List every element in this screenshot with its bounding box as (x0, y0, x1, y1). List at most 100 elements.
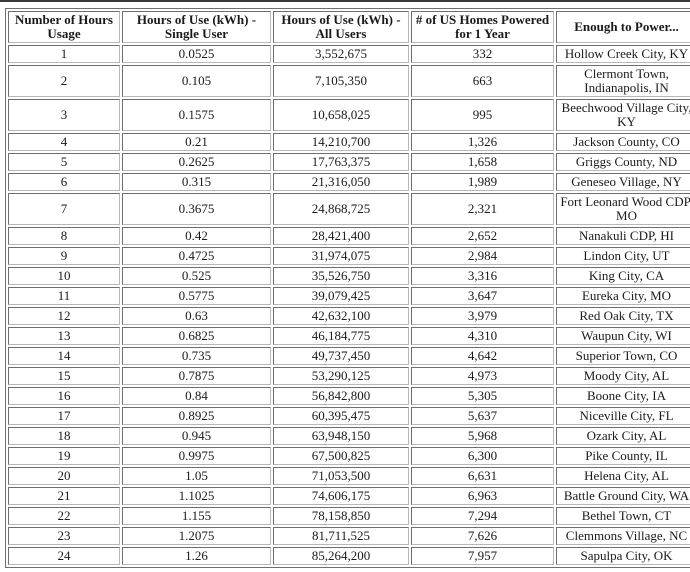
table-cell: Ozark City, AL (556, 427, 690, 445)
table-cell: 56,842,800 (273, 387, 409, 405)
table-cell: 0.735 (122, 347, 271, 365)
table-cell: 4,310 (411, 327, 554, 345)
table-row: 1 0.0525 3,552,675 332 Hollow Creek City, KY (8, 45, 690, 63)
table-cell: 1.26 (122, 547, 271, 565)
table-cell: Nanakuli CDP, HI (556, 227, 690, 245)
table-cell: 0.3675 (122, 193, 271, 225)
table-cell: Red Oak City, TX (556, 307, 690, 325)
table-cell: 18 (8, 427, 120, 445)
table-cell: 995 (411, 99, 554, 131)
table-row: 24 1.26 85,264,200 7,957 Sapulpa City, OK (8, 547, 690, 565)
table-cell: 24,868,725 (273, 193, 409, 225)
table-cell: 63,948,150 (273, 427, 409, 445)
table-cell: 35,526,750 (273, 267, 409, 285)
table-row: 11 0.5775 39,079,425 3,647 Eureka City, MO (8, 287, 690, 305)
table-cell: 19 (8, 447, 120, 465)
hours-of-use-table: Number of Hours Usage Hours of Use (kWh) … (5, 8, 690, 568)
table-cell: 15 (8, 367, 120, 385)
table-cell: 21,316,050 (273, 173, 409, 191)
table-cell: 4,642 (411, 347, 554, 365)
table-row: 8 0.42 28,421,400 2,652 Nanakuli CDP, HI (8, 227, 690, 245)
table-cell: 0.0525 (122, 45, 271, 63)
table-cell: Waupun City, WI (556, 327, 690, 345)
table-cell: 663 (411, 65, 554, 97)
table-cell: Lindon City, UT (556, 247, 690, 265)
table-row: 16 0.84 56,842,800 5,305 Boone City, IA (8, 387, 690, 405)
table-cell: 0.8925 (122, 407, 271, 425)
table-cell: 1 (8, 45, 120, 63)
table-row: 17 0.8925 60,395,475 5,637 Niceville City, F… (8, 407, 690, 425)
table-cell: 1.155 (122, 507, 271, 525)
table-cell: Sapulpa City, OK (556, 547, 690, 565)
table-cell: 0.63 (122, 307, 271, 325)
table-cell: 6 (8, 173, 120, 191)
table-cell: 5,637 (411, 407, 554, 425)
table-row: 19 0.9975 67,500,825 6,300 Pike County, IL (8, 447, 690, 465)
table-row: 10 0.525 35,526,750 3,316 King City, CA (8, 267, 690, 285)
table-row: 5 0.2625 17,763,375 1,658 Griggs County, ND (8, 153, 690, 171)
column-header: Hours of Use (kWh) - Single User (122, 11, 271, 43)
table-cell: 74,606,175 (273, 487, 409, 505)
table-cell: 1.1025 (122, 487, 271, 505)
table-cell: Superior Town, CO (556, 347, 690, 365)
table-cell: 42,632,100 (273, 307, 409, 325)
table-cell: 7,626 (411, 527, 554, 545)
table-header-row: Number of Hours Usage Hours of Use (kWh) … (8, 11, 690, 43)
table-cell: 2,984 (411, 247, 554, 265)
table-cell: 13 (8, 327, 120, 345)
table-cell: 0.6825 (122, 327, 271, 345)
table-cell: Griggs County, ND (556, 153, 690, 171)
table-cell: 17 (8, 407, 120, 425)
table-row: 4 0.21 14,210,700 1,326 Jackson County, CO (8, 133, 690, 151)
table-cell: Geneseo Village, NY (556, 173, 690, 191)
table-cell: 39,079,425 (273, 287, 409, 305)
table-cell: 0.7875 (122, 367, 271, 385)
table-cell: 5 (8, 153, 120, 171)
table-row: 13 0.6825 46,184,775 4,310 Waupun City, WI (8, 327, 690, 345)
table-row: 7 0.3675 24,868,725 2,321 Fort Leonard Wood … (8, 193, 690, 225)
table-cell: 3,552,675 (273, 45, 409, 63)
table-cell: 3,647 (411, 287, 554, 305)
column-header: Enough to Power... (556, 11, 690, 43)
table-cell: 20 (8, 467, 120, 485)
table-row: 20 1.05 71,053,500 6,631 Helena City, AL (8, 467, 690, 485)
table-cell: King City, CA (556, 267, 690, 285)
table-cell: Pike County, IL (556, 447, 690, 465)
table-row: 2 0.105 7,105,350 663 Clermont Town, Indiana… (8, 65, 690, 97)
table-cell: 0.9975 (122, 447, 271, 465)
table-cell: 67,500,825 (273, 447, 409, 465)
table-cell: 7,105,350 (273, 65, 409, 97)
table-cell: Boone City, IA (556, 387, 690, 405)
table-cell: 81,711,525 (273, 527, 409, 545)
table-cell: 8 (8, 227, 120, 245)
table-cell: Fort Leonard Wood CDP, MO (556, 193, 690, 225)
table-cell: 5,968 (411, 427, 554, 445)
table-cell: 6,963 (411, 487, 554, 505)
table-cell: Helena City, AL (556, 467, 690, 485)
table-cell: Niceville City, FL (556, 407, 690, 425)
table-cell: 0.2625 (122, 153, 271, 171)
column-header: # of US Homes Powered for 1 Year (411, 11, 554, 43)
table-cell: 23 (8, 527, 120, 545)
table-cell: 49,737,450 (273, 347, 409, 365)
table-cell: 1.05 (122, 467, 271, 485)
table-cell: Moody City, AL (556, 367, 690, 385)
table-cell: 9 (8, 247, 120, 265)
table-cell: 17,763,375 (273, 153, 409, 171)
table-cell: 0.84 (122, 387, 271, 405)
table-cell: 12 (8, 307, 120, 325)
table-cell: 10 (8, 267, 120, 285)
table-cell: 46,184,775 (273, 327, 409, 345)
table-cell: 22 (8, 507, 120, 525)
table-cell: 28,421,400 (273, 227, 409, 245)
table-cell: Eureka City, MO (556, 287, 690, 305)
table-cell: 332 (411, 45, 554, 63)
table-row: 12 0.63 42,632,100 3,979 Red Oak City, TX (8, 307, 690, 325)
column-header: Hours of Use (kWh) - All Users (273, 11, 409, 43)
table-row: 23 1.2075 81,711,525 7,626 Clemmons Village,… (8, 527, 690, 545)
table-cell: 1,658 (411, 153, 554, 171)
table-cell: 1,989 (411, 173, 554, 191)
table-cell: 14 (8, 347, 120, 365)
table-cell: 0.945 (122, 427, 271, 445)
